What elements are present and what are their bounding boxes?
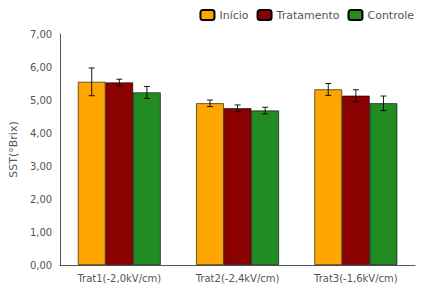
svg-text:Trat1(-2,0kV/cm): Trat1(-2,0kV/cm) (76, 273, 161, 284)
svg-text:Tratamento: Tratamento (276, 9, 340, 22)
svg-text:SST(°Brix): SST(°Brix) (7, 121, 20, 177)
svg-text:Trat2(-2,4kV/cm): Trat2(-2,4kV/cm) (195, 273, 280, 284)
svg-text:3,00: 3,00 (30, 161, 52, 172)
svg-text:5,00: 5,00 (30, 95, 52, 106)
svg-text:1,00: 1,00 (30, 227, 52, 238)
svg-text:Início: Início (219, 9, 248, 22)
svg-text:Trat3(-1,6kV/cm): Trat3(-1,6kV/cm) (313, 273, 398, 284)
svg-text:2,00: 2,00 (30, 194, 52, 205)
svg-text:6,00: 6,00 (30, 62, 52, 73)
svg-text:Controle: Controle (367, 9, 414, 22)
svg-text:4,00: 4,00 (30, 128, 52, 139)
svg-text:7,00: 7,00 (30, 29, 52, 40)
svg-text:0,00: 0,00 (30, 260, 52, 271)
